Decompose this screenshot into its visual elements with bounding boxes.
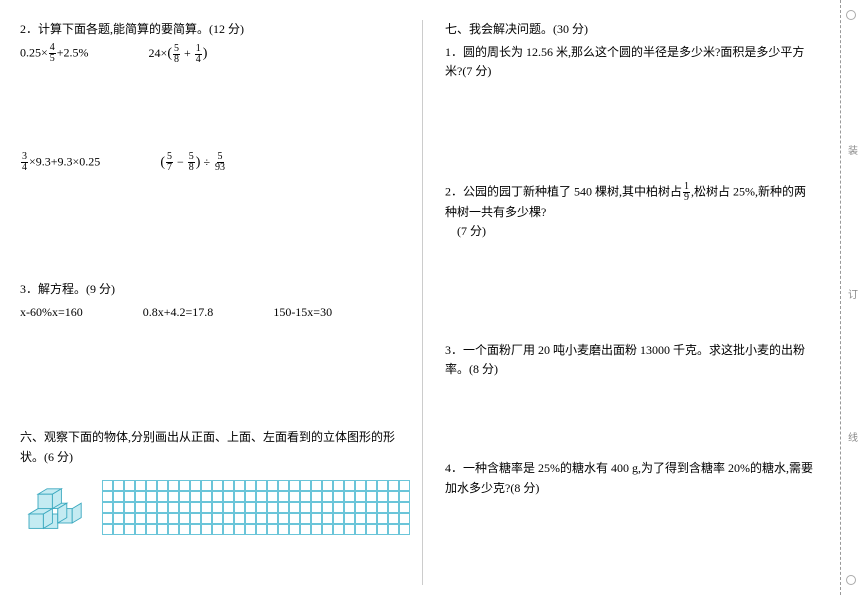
binding-char: 装 bbox=[843, 145, 859, 163]
p1: 1．圆的周长为 12.56 米,那么这个圆的半径是多少米?面积是多少平方米?(7… bbox=[445, 43, 815, 161]
q3-title: 3．解方程。(9 分) bbox=[20, 280, 410, 299]
answer-grid bbox=[102, 480, 410, 535]
punch-hole-icon bbox=[846, 575, 856, 585]
q2-row2: 34×9.3+9.3×0.25 (57 − 58) ÷ 593 bbox=[20, 152, 410, 174]
binding-margin: 装 订 线 bbox=[840, 0, 860, 595]
q6-title: 六、观察下面的物体,分别画出从正面、上面、左面看到的立体图形的形状。(6 分) bbox=[20, 428, 410, 466]
p2-points: (7 分) bbox=[445, 222, 815, 241]
q2-expr-1: 0.25×45+2.5% bbox=[20, 43, 89, 65]
p2-text: 2．公园的园丁新种植了 540 棵树,其中柏树占19,松树占 25%,新种的两种… bbox=[445, 182, 815, 222]
p4-text: 4．一种含糖率是 25%的糖水有 400 g,为了得到含糖率 20%的糖水,需要… bbox=[445, 459, 815, 497]
cube-stack-icon bbox=[20, 475, 92, 535]
punch-hole-icon bbox=[846, 10, 856, 20]
binding-char: 订 bbox=[843, 289, 859, 307]
p3: 3．一个面粉厂用 20 吨小麦磨出面粉 13000 千克。求这批小麦的出粉率。(… bbox=[445, 341, 815, 439]
q3-eq3: 150-15x=30 bbox=[273, 303, 332, 322]
q2-title: 2．计算下面各题,能简算的要简算。(12 分) bbox=[20, 20, 410, 39]
right-column: 七、我会解决问题。(30 分) 1．圆的周长为 12.56 米,那么这个圆的半径… bbox=[425, 20, 825, 585]
p3-text: 3．一个面粉厂用 20 吨小麦磨出面粉 13000 千克。求这批小麦的出粉率。(… bbox=[445, 341, 815, 379]
q2-expr-2: 24×(58 + 14) bbox=[149, 43, 208, 65]
binding-char: 线 bbox=[843, 432, 859, 450]
q2-expr-3: 34×9.3+9.3×0.25 bbox=[20, 152, 100, 174]
q2-row1: 0.25×45+2.5% 24×(58 + 14) bbox=[20, 43, 410, 65]
q6-views: 六、观察下面的物体,分别画出从正面、上面、左面看到的立体图形的形状。(6 分) bbox=[20, 428, 410, 534]
q6-figure bbox=[20, 475, 410, 535]
p2: 2．公园的园丁新种植了 540 棵树,其中柏树占19,松树占 25%,新种的两种… bbox=[445, 182, 815, 321]
q3-row: x-60%x=160 0.8x+4.2=17.8 150-15x=30 bbox=[20, 303, 410, 322]
q3-eq1: x-60%x=160 bbox=[20, 303, 83, 322]
section7-heading: 七、我会解决问题。(30 分) bbox=[445, 20, 815, 39]
q2-calc: 2．计算下面各题,能简算的要简算。(12 分) 0.25×45+2.5% 24×… bbox=[20, 20, 410, 260]
p1-text: 1．圆的周长为 12.56 米,那么这个圆的半径是多少米?面积是多少平方米?(7… bbox=[445, 43, 815, 81]
q3-equations: 3．解方程。(9 分) x-60%x=160 0.8x+4.2=17.8 150… bbox=[20, 280, 410, 408]
q3-eq2: 0.8x+4.2=17.8 bbox=[143, 303, 214, 322]
column-divider bbox=[422, 20, 423, 585]
p4: 4．一种含糖率是 25%的糖水有 400 g,为了得到含糖率 20%的糖水,需要… bbox=[445, 459, 815, 497]
left-column: 2．计算下面各题,能简算的要简算。(12 分) 0.25×45+2.5% 24×… bbox=[20, 20, 420, 585]
q2-expr-4: (57 − 58) ÷ 593 bbox=[160, 152, 227, 174]
worksheet-page: 2．计算下面各题,能简算的要简算。(12 分) 0.25×45+2.5% 24×… bbox=[0, 0, 840, 595]
